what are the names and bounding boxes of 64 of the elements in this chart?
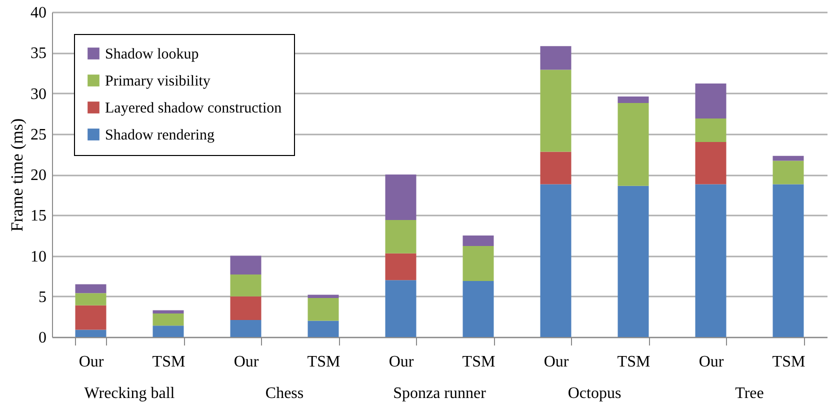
y-tick-label: 15 [30,208,46,225]
bar [540,70,572,152]
x-tick-label: Our [544,354,570,370]
bar [75,284,106,294]
y-tick-label: 40 [30,4,46,22]
text: Octopus [568,385,622,402]
bar [540,184,572,337]
bar [618,186,649,337]
bar [772,184,804,337]
bar [695,142,726,184]
bar [462,246,494,281]
bar [385,253,416,280]
y-tick-label: 5 [38,288,46,306]
bar [618,103,649,186]
y-axis-title: Frame time (ms) [8,118,26,232]
bar [772,160,804,184]
bar [385,220,416,254]
x-tick-label: TSM [462,354,496,370]
bar [385,174,416,220]
legend-label: Primary visibility [105,74,211,90]
y-tick-label: 25 [30,126,46,144]
legend-label: Shadow rendering [105,128,216,144]
bar [230,256,262,274]
y-tick-label: 10 [30,248,46,266]
x-tick-label: TSM [617,354,650,370]
y-tick-label: 35 [30,45,46,62]
bar [462,280,494,337]
x-tick-label: TSM [152,354,186,370]
bar [75,330,106,337]
bar [230,274,262,296]
bar [695,184,726,337]
bar [695,84,726,118]
bar [152,310,184,314]
x-tick-label: Our [388,354,414,370]
bar [308,294,339,298]
bar [152,326,184,337]
bar [308,320,339,337]
y-tick-label: 20 [30,167,46,184]
bar [230,320,262,337]
text: Sponza runner [393,385,487,402]
legend-label: Layered shadow construction [105,100,282,116]
text: Chess [265,385,304,402]
y-tick-label: 30 [30,86,46,103]
bar [308,298,339,321]
bar [75,293,106,306]
bar [230,296,262,320]
text: Tree [735,385,764,402]
x-tick-label: TSM [307,354,340,370]
bar [695,118,726,142]
bar [540,46,572,70]
bar [618,96,649,103]
legend-label: Shadow lookup [105,46,199,62]
bar [385,280,416,337]
bar [772,156,804,161]
x-tick-label: TSM [772,354,806,370]
y-tick-label: 0 [38,330,46,346]
bar [152,313,184,326]
bar [462,235,494,246]
x-tick-label: Our [78,354,104,370]
bar [75,305,106,330]
x-tick-label: Our [234,354,260,370]
bar [540,152,572,184]
text: Wrecking ball [84,385,176,402]
x-tick-label: Our [698,354,724,370]
